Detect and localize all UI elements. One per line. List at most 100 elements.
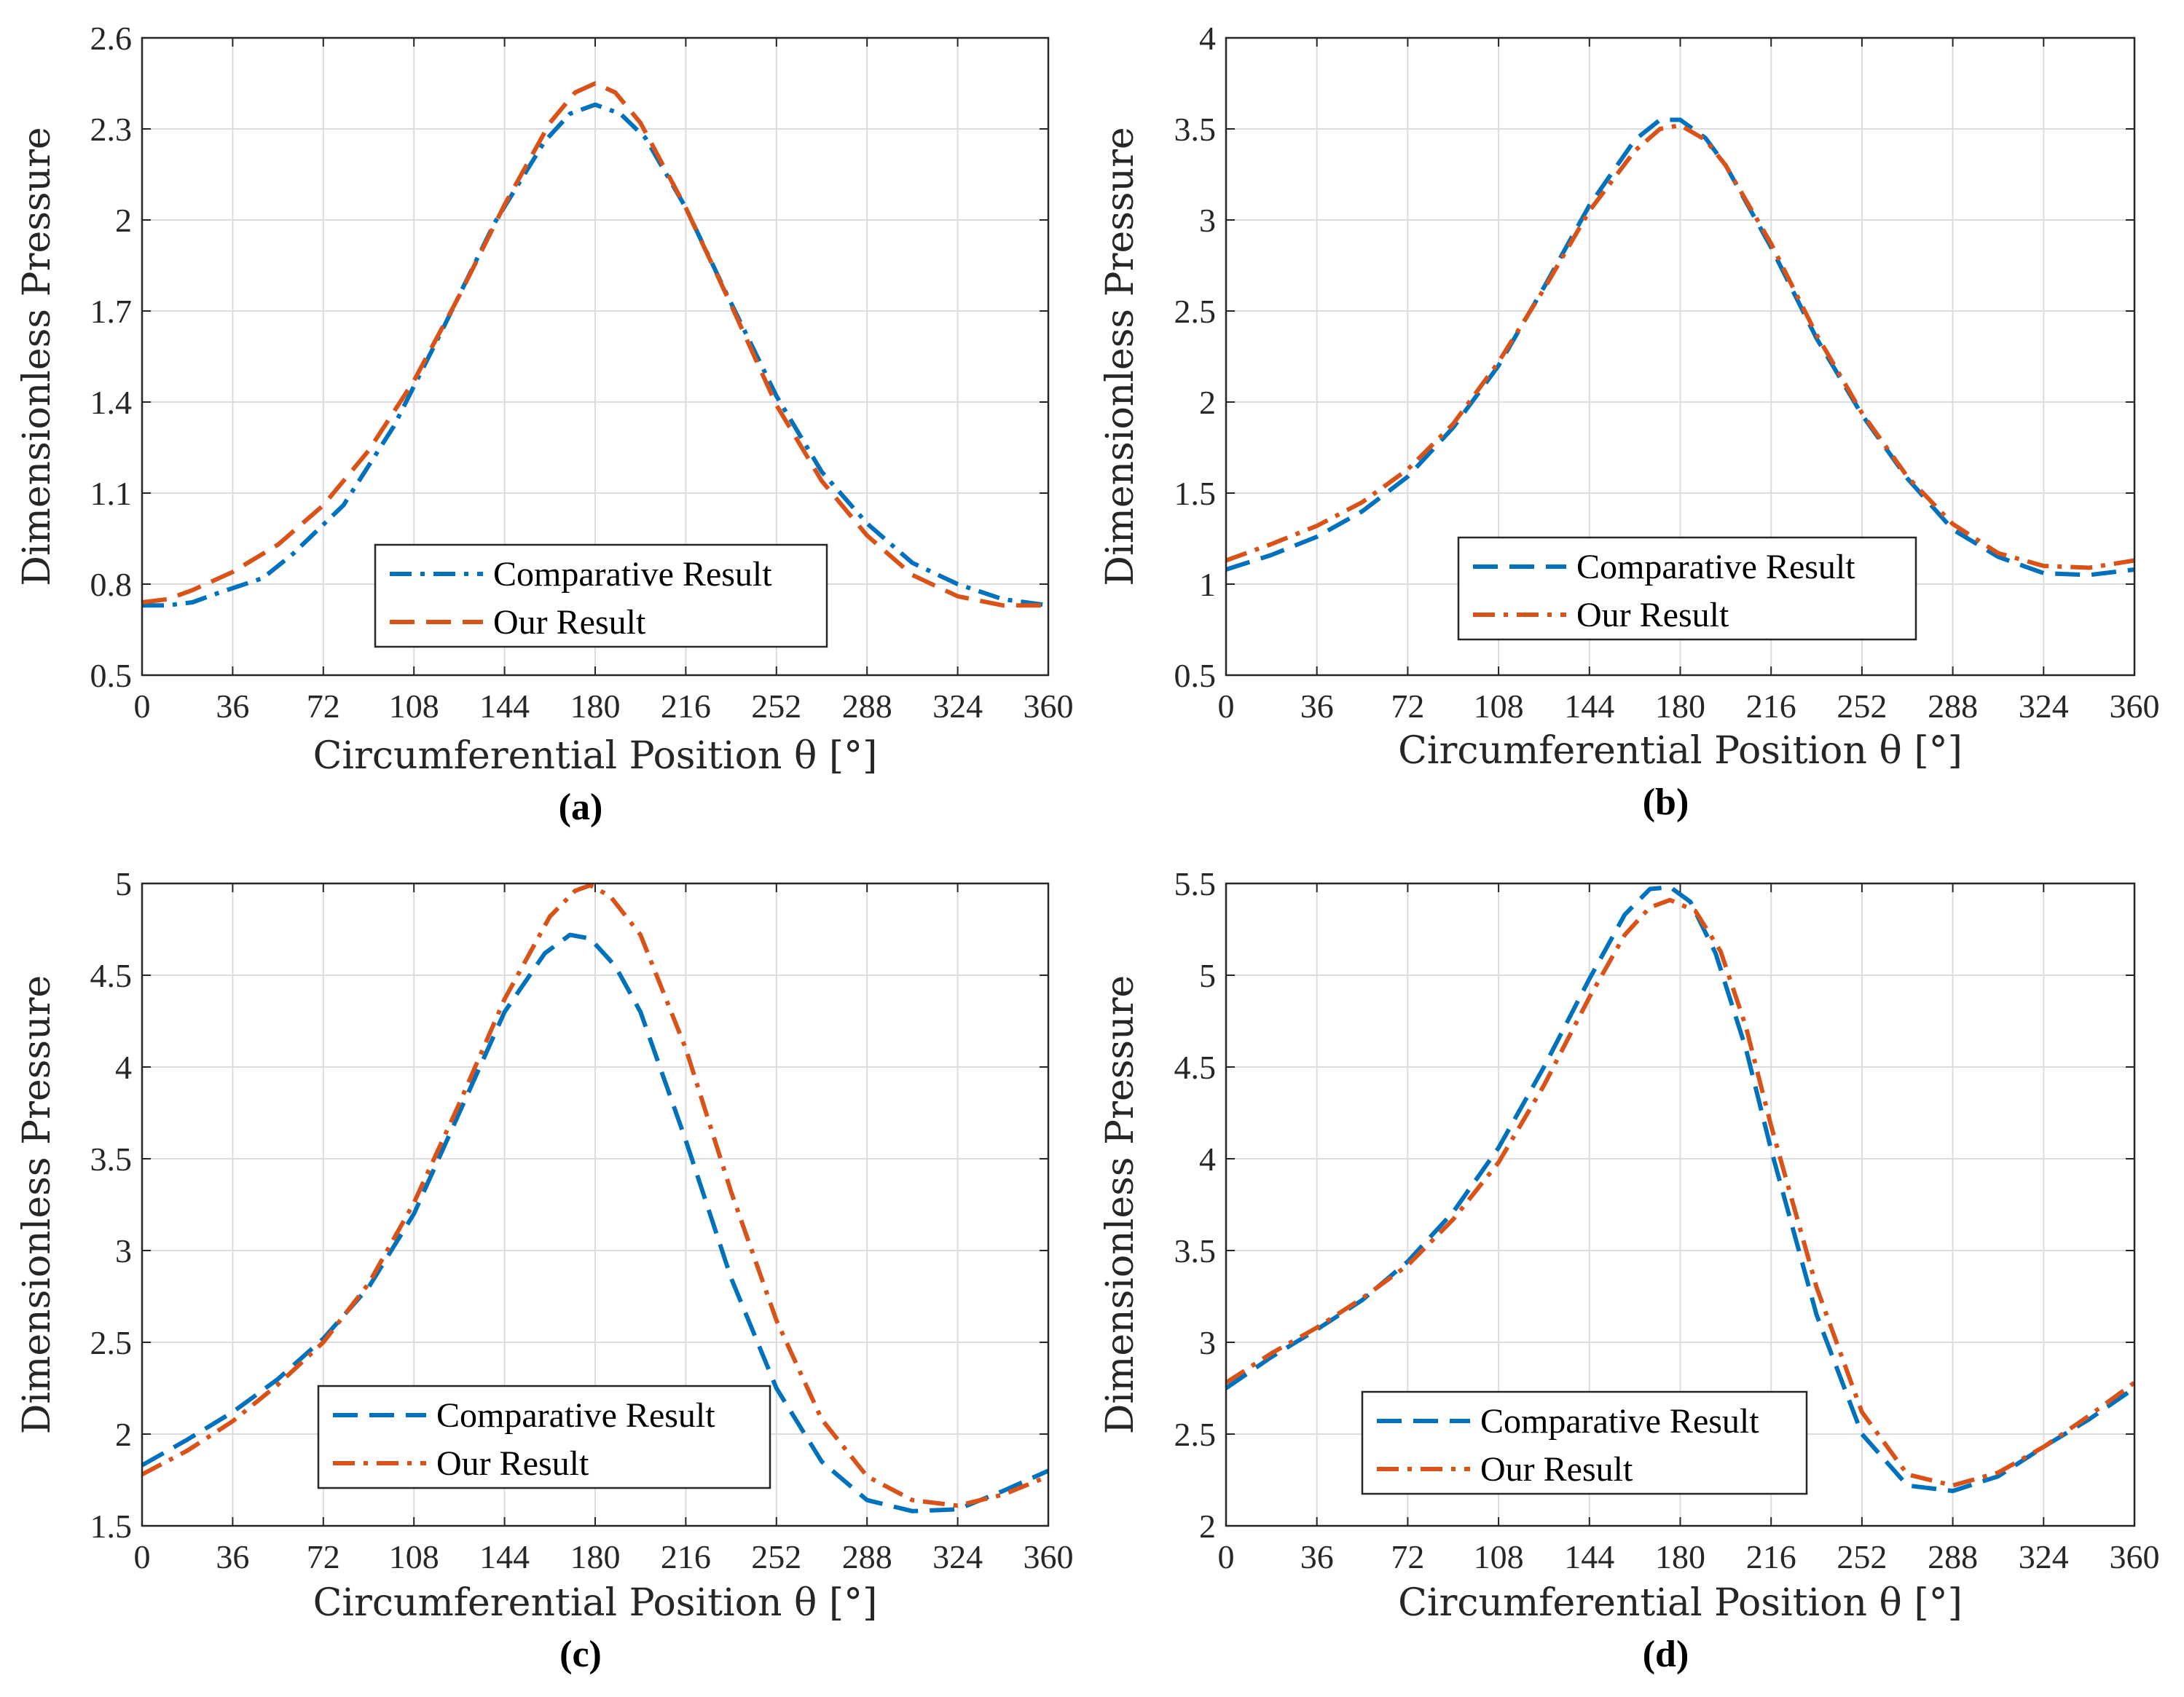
panel-label: (b): [1643, 781, 1689, 823]
x-tick-label: 180: [1655, 688, 1705, 725]
x-tick-label: 108: [389, 688, 439, 725]
y-tick-label: 4.5: [90, 957, 133, 994]
x-tick-label: 36: [216, 688, 249, 725]
legend-box: [1361, 1390, 1808, 1495]
x-tick-label: 288: [842, 688, 892, 725]
chart-panel-d: 0 36 72 108 144 180 216 252 288 324 360 2 2.5 3 3.5 4 4.…: [1099, 865, 2160, 1675]
x-tick-label: 0: [1218, 688, 1235, 725]
x-tick-label: 216: [661, 688, 711, 725]
x-tick-label: 252: [751, 1538, 801, 1575]
y-axis-label: Dimensionless Pressure: [1099, 127, 1142, 586]
y-tick-label: 1.7: [90, 293, 133, 330]
series-line-our-result: [1225, 123, 2135, 570]
y-tick-label: 4: [115, 1049, 132, 1086]
y-tick-label: 1.5: [90, 1508, 133, 1545]
x-tick-label: 36: [1300, 688, 1334, 725]
x-axis-label: Circumferential Position θ [°]: [313, 734, 878, 778]
series-line-our-result: [141, 883, 1050, 1508]
x-tick-label: 144: [479, 688, 530, 725]
x-tick-label: 252: [751, 688, 801, 725]
y-tick-label: 2: [1199, 384, 1216, 421]
y-tick-label: 3.5: [90, 1141, 133, 1178]
y-tick-label: 2.6: [90, 20, 133, 57]
y-tick-label: 2.5: [90, 1324, 133, 1361]
chart-panel-c: 0 36 72 108 144 180 216 252 288 324 360 1.5 2 2.5 3 3.5…: [15, 865, 1074, 1675]
y-tick-label: 0.8: [90, 566, 133, 603]
x-tick-label: 180: [570, 688, 621, 725]
y-tick-label: 3: [115, 1232, 132, 1269]
x-tick-label: 360: [1024, 688, 1074, 725]
y-tick-label: 2: [1199, 1508, 1216, 1545]
panel-label: (d): [1643, 1634, 1689, 1675]
y-tick-label: 3.5: [1174, 111, 1217, 148]
chart-panel-b: 0 36 72 108 144 180 216 252 288 324 360 0.5 1 1.5 2 2.5…: [1099, 20, 2160, 823]
legend-entry-our-result: Our Result: [1576, 596, 1729, 634]
legend: Comparative Result Our Result: [1361, 1390, 1808, 1495]
legend-entry-comparative: Comparative Result: [436, 1396, 715, 1435]
x-tick-label: 72: [307, 1538, 340, 1575]
x-tick-label: 36: [216, 1538, 249, 1575]
series-line-comparative: [141, 932, 1050, 1513]
x-tick-label: 108: [1474, 688, 1524, 725]
x-tick-label: 324: [2019, 688, 2069, 725]
y-tick-label: 5: [115, 865, 132, 902]
y-tick-label: 2: [115, 202, 132, 239]
x-tick-label: 144: [479, 1538, 530, 1575]
x-tick-label: 324: [932, 688, 983, 725]
x-tick-label: 360: [2110, 688, 2160, 725]
y-tick-label: 2.5: [1174, 293, 1217, 330]
x-tick-label: 0: [134, 1538, 151, 1575]
legend-entry-comparative: Comparative Result: [1480, 1402, 1759, 1441]
y-tick-label: 3: [1199, 1324, 1216, 1361]
legend-entry-our-result: Our Result: [436, 1444, 589, 1483]
x-tick-label: 288: [842, 1538, 892, 1575]
y-axis-label: Dimensionless Pressure: [1099, 975, 1142, 1434]
y-tick-label: 4: [1199, 20, 1216, 57]
legend: Comparative Result Our Result: [374, 543, 828, 648]
x-tick-label: 108: [389, 1538, 439, 1575]
y-tick-label: 4.5: [1174, 1049, 1217, 1086]
x-tick-label: 144: [1564, 688, 1614, 725]
series-line-comparative: [142, 102, 1049, 608]
legend-entry-comparative: Comparative Result: [1576, 548, 1855, 586]
legend-box: [1457, 536, 1917, 641]
legend-box: [374, 543, 828, 648]
panel-label: (a): [559, 787, 603, 828]
legend-box: [317, 1385, 771, 1489]
x-tick-label: 108: [1474, 1538, 1524, 1575]
x-tick-label: 144: [1564, 1538, 1614, 1575]
legend-entry-comparative: Comparative Result: [493, 555, 772, 594]
legend: Comparative Result Our Result: [1457, 536, 1917, 641]
y-tick-label: 1.1: [90, 475, 133, 512]
x-tick-label: 180: [570, 1538, 621, 1575]
x-tick-label: 288: [1928, 1538, 1978, 1575]
legend-entry-our-result: Our Result: [1480, 1450, 1633, 1489]
x-tick-label: 288: [1928, 688, 1978, 725]
chart-panel-a: 0 36 72 108 144 180 216 252 288 324 360 0.5 0.8 1.1 1.…: [15, 20, 1074, 828]
x-axis-label: Circumferential Position θ [°]: [1398, 1581, 1963, 1625]
legend-entry-our-result: Our Result: [493, 603, 646, 642]
y-tick-label: 2: [115, 1416, 132, 1453]
x-axis-label: Circumferential Position θ [°]: [313, 1581, 878, 1625]
x-tick-label: 216: [1746, 1538, 1796, 1575]
y-tick-label: 1: [1199, 566, 1216, 603]
y-axis-label: Dimensionless Pressure: [15, 127, 59, 586]
y-tick-label: 0.5: [90, 657, 133, 694]
x-tick-label: 72: [307, 688, 340, 725]
x-tick-label: 252: [1837, 688, 1887, 725]
y-tick-label: 0.5: [1174, 657, 1217, 694]
series-line-our-result: [1225, 897, 2136, 1488]
x-tick-label: 324: [2019, 1538, 2069, 1575]
x-tick-label: 360: [1024, 1538, 1074, 1575]
x-tick-label: 180: [1655, 1538, 1705, 1575]
x-tick-label: 252: [1837, 1538, 1887, 1575]
series-line-comparative: [1225, 117, 2135, 578]
y-tick-label: 5: [1199, 957, 1216, 994]
x-tick-label: 216: [1746, 688, 1796, 725]
x-axis-label: Circumferential Position θ [°]: [1398, 729, 1963, 773]
y-tick-label: 2.3: [90, 111, 133, 148]
y-tick-label: 4: [1199, 1141, 1216, 1178]
x-tick-label: 324: [932, 1538, 983, 1575]
x-tick-label: 0: [134, 688, 151, 725]
legend: Comparative Result Our Result: [317, 1385, 771, 1489]
